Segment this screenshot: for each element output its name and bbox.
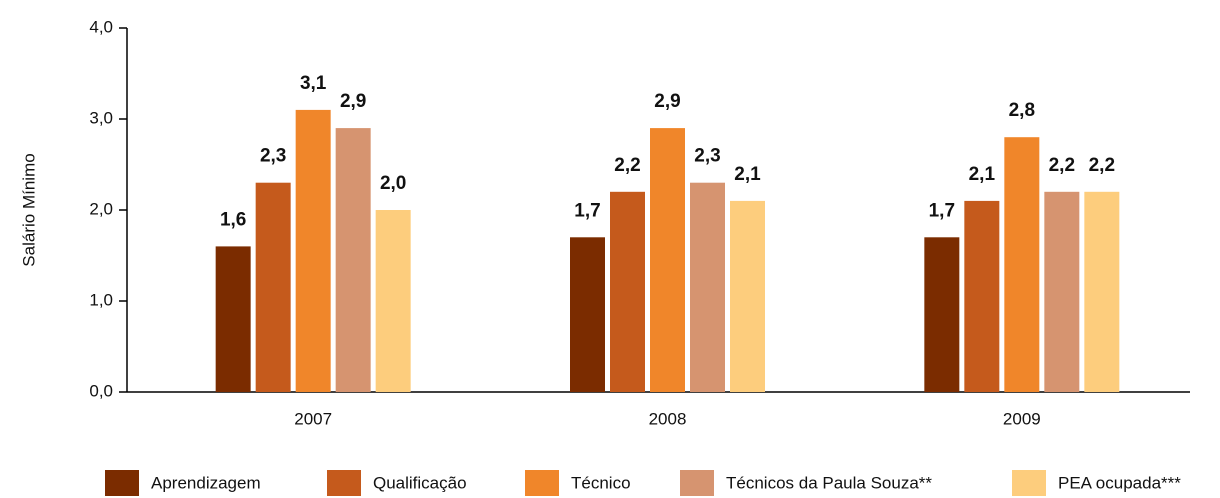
bar	[1044, 191, 1080, 392]
bar	[335, 128, 371, 392]
bar	[375, 210, 411, 392]
legend-swatch	[525, 470, 559, 496]
bar	[610, 191, 645, 392]
value-label: 2,3	[260, 146, 286, 167]
legend-swatch	[327, 470, 361, 496]
bar	[570, 237, 605, 392]
bar	[690, 182, 725, 392]
legend-label: PEA ocupada***	[1058, 473, 1181, 492]
y-tick-label: 1,0	[89, 290, 113, 309]
value-label: 1,7	[574, 200, 600, 221]
y-tick-label: 0,0	[89, 381, 113, 400]
value-label: 3,1	[300, 73, 327, 94]
value-label: 2,0	[380, 173, 406, 194]
value-label: 2,9	[340, 91, 366, 112]
y-axis-label: Salário Mínimo	[19, 153, 38, 266]
value-label: 2,9	[654, 91, 680, 112]
value-label: 2,3	[694, 146, 720, 167]
x-tick-label: 2008	[649, 409, 687, 428]
value-label: 1,6	[220, 209, 246, 230]
legend-label: Qualificação	[373, 473, 467, 492]
bar	[650, 128, 685, 392]
value-label: 2,1	[734, 164, 761, 185]
value-label: 2,2	[1049, 155, 1075, 176]
value-label: 1,7	[929, 200, 955, 221]
bar	[215, 246, 251, 392]
value-label: 2,8	[1009, 100, 1035, 121]
value-label: 2,2	[614, 155, 640, 176]
x-tick-label: 2007	[294, 409, 332, 428]
legend-label: Técnicos da Paula Souza**	[726, 473, 932, 492]
legend-label: Técnico	[571, 473, 631, 492]
y-tick-label: 2,0	[89, 199, 113, 218]
bar	[730, 200, 765, 392]
bar	[964, 200, 1000, 392]
bar	[1004, 137, 1040, 392]
bar	[295, 109, 331, 393]
bar	[924, 237, 960, 392]
bar	[1084, 191, 1120, 392]
x-tick-label: 2009	[1003, 409, 1041, 428]
value-label: 2,1	[969, 164, 996, 185]
y-tick-label: 4,0	[89, 17, 113, 36]
value-label: 2,2	[1089, 155, 1115, 176]
legend-label: Aprendizagem	[151, 473, 261, 492]
legend-swatch	[105, 470, 139, 496]
legend-swatch	[680, 470, 714, 496]
legend-swatch	[1012, 470, 1046, 496]
bar	[255, 182, 291, 392]
y-tick-label: 3,0	[89, 108, 113, 127]
